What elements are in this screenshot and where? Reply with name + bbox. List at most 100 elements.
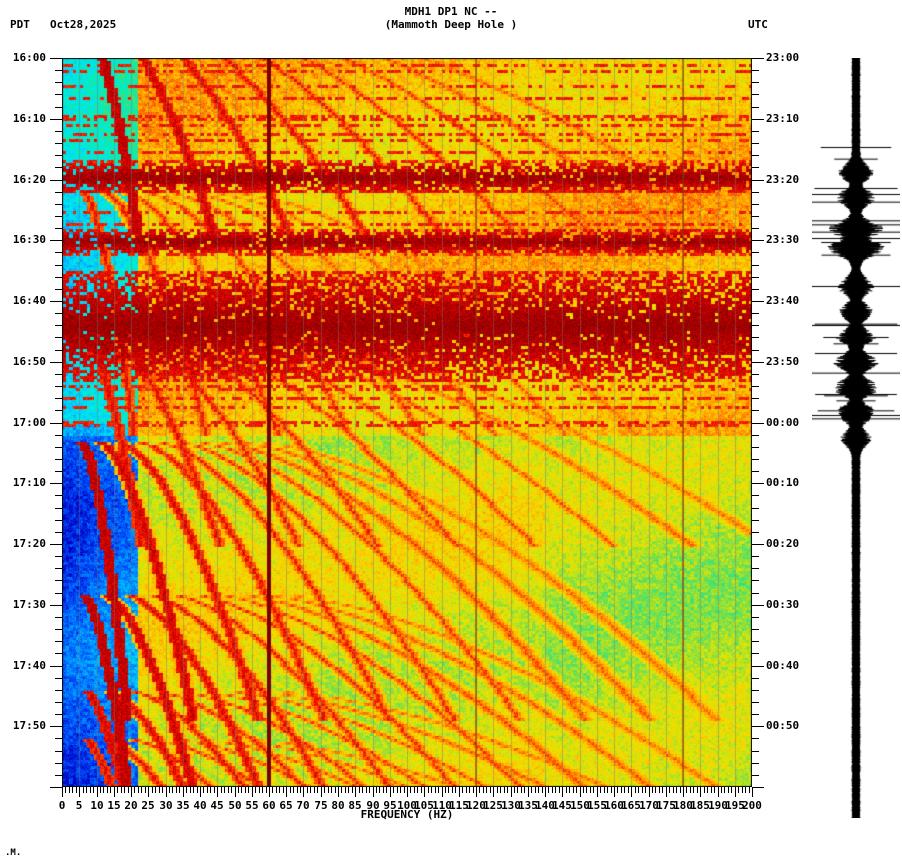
frequency-tick bbox=[400, 787, 401, 793]
frequency-tick bbox=[486, 787, 487, 793]
frequency-tick bbox=[652, 787, 653, 793]
frequency-tick bbox=[586, 787, 587, 793]
axis-tick bbox=[752, 751, 759, 752]
frequency-tick bbox=[369, 787, 370, 793]
frequency-tick bbox=[362, 787, 363, 793]
frequency-tick bbox=[611, 787, 612, 793]
frequency-tick-label: 5 bbox=[75, 799, 83, 812]
time-tick-label: 00:20 bbox=[766, 537, 800, 550]
frequency-tick bbox=[669, 787, 670, 793]
frequency-tick-label: 60 bbox=[262, 799, 276, 812]
frequency-tick-label: 150 bbox=[570, 799, 590, 812]
frequency-tick bbox=[680, 787, 681, 793]
spectrogram-plot[interactable] bbox=[62, 58, 752, 787]
frequency-tick bbox=[604, 787, 605, 793]
timezone-label-right: UTC bbox=[748, 18, 768, 31]
frequency-tick-label: 25 bbox=[141, 799, 155, 812]
frequency-tick bbox=[621, 787, 622, 793]
frequency-tick bbox=[514, 787, 515, 793]
time-tick-label: 00:50 bbox=[766, 719, 800, 732]
frequency-tick bbox=[548, 787, 549, 793]
axis-tick bbox=[55, 313, 62, 314]
frequency-tick bbox=[200, 787, 201, 797]
axis-tick bbox=[55, 410, 62, 411]
frequency-tick-label: 20 bbox=[124, 799, 138, 812]
station-subtitle: (Mammoth Deep Hole ) bbox=[384, 18, 518, 31]
frequency-tick bbox=[655, 787, 656, 793]
frequency-tick bbox=[190, 787, 191, 793]
axis-tick bbox=[752, 520, 759, 521]
frequency-tick bbox=[573, 787, 574, 793]
time-tick-label: 00:30 bbox=[766, 598, 800, 611]
frequency-tick bbox=[452, 787, 453, 793]
axis-tick bbox=[752, 568, 759, 569]
frequency-tick-label: 175 bbox=[656, 799, 676, 812]
frequency-tick-label: 110 bbox=[432, 799, 452, 812]
frequency-tick bbox=[166, 787, 167, 797]
frequency-tick bbox=[473, 787, 474, 793]
axis-tick bbox=[55, 289, 62, 290]
axis-tick bbox=[55, 775, 62, 776]
axis-tick bbox=[55, 398, 62, 399]
frequency-tick bbox=[83, 787, 84, 793]
axis-tick bbox=[55, 386, 62, 387]
axis-tick bbox=[752, 277, 759, 278]
frequency-tick-label: 85 bbox=[348, 799, 362, 812]
axis-tick bbox=[55, 532, 62, 533]
frequency-tick bbox=[303, 787, 304, 797]
frequency-tick bbox=[752, 787, 753, 797]
frequency-tick bbox=[355, 787, 356, 797]
frequency-tick bbox=[307, 787, 308, 793]
axis-tick bbox=[752, 544, 764, 545]
axis-tick bbox=[752, 629, 759, 630]
frequency-tick bbox=[690, 787, 691, 793]
frequency-tick bbox=[469, 787, 470, 793]
time-tick-label: 17:50 bbox=[12, 719, 46, 732]
axis-tick bbox=[55, 350, 62, 351]
axis-tick bbox=[752, 398, 759, 399]
time-tick-label: 00:40 bbox=[766, 659, 800, 672]
frequency-tick bbox=[262, 787, 263, 793]
axis-tick bbox=[752, 192, 759, 193]
axis-tick bbox=[752, 289, 759, 290]
frequency-tick-label: 70 bbox=[296, 799, 310, 812]
frequency-tick bbox=[241, 787, 242, 793]
frequency-axis-title: FREQUENCY (HZ) bbox=[360, 808, 454, 821]
axis-tick bbox=[752, 240, 764, 241]
axis-tick bbox=[50, 423, 62, 424]
frequency-tick bbox=[704, 787, 705, 793]
frequency-tick bbox=[131, 787, 132, 797]
frequency-tick bbox=[86, 787, 87, 793]
seismogram-canvas[interactable] bbox=[812, 58, 900, 818]
date-label: Oct28,2025 bbox=[50, 18, 117, 31]
frequency-tick bbox=[507, 787, 508, 793]
axis-tick bbox=[752, 265, 759, 266]
frequency-tick bbox=[511, 787, 512, 797]
frequency-tick bbox=[138, 787, 139, 793]
frequency-tick bbox=[114, 787, 115, 797]
frequency-tick-label: 0 bbox=[58, 799, 66, 812]
axis-tick bbox=[752, 131, 759, 132]
axis-tick bbox=[752, 143, 759, 144]
frequency-tick bbox=[538, 787, 539, 793]
frequency-tick-label: 195 bbox=[725, 799, 745, 812]
frequency-tick-label: 115 bbox=[449, 799, 469, 812]
frequency-tick-label: 120 bbox=[466, 799, 486, 812]
frequency-tick bbox=[186, 787, 187, 793]
spectrogram-canvas[interactable] bbox=[62, 58, 752, 787]
frequency-tick bbox=[580, 787, 581, 797]
axis-tick bbox=[50, 362, 62, 363]
frequency-tick bbox=[673, 787, 674, 793]
seismogram-trace-panel[interactable] bbox=[812, 58, 900, 818]
frequency-tick bbox=[438, 787, 439, 793]
axis-tick bbox=[752, 107, 759, 108]
axis-tick bbox=[50, 119, 62, 120]
axis-tick bbox=[55, 374, 62, 375]
axis-tick bbox=[752, 70, 759, 71]
frequency-tick-label: 125 bbox=[483, 799, 503, 812]
frequency-tick bbox=[324, 787, 325, 793]
frequency-tick bbox=[72, 787, 73, 793]
frequency-tick bbox=[593, 787, 594, 793]
frequency-tick bbox=[176, 787, 177, 793]
time-tick-label: 16:40 bbox=[12, 294, 46, 307]
